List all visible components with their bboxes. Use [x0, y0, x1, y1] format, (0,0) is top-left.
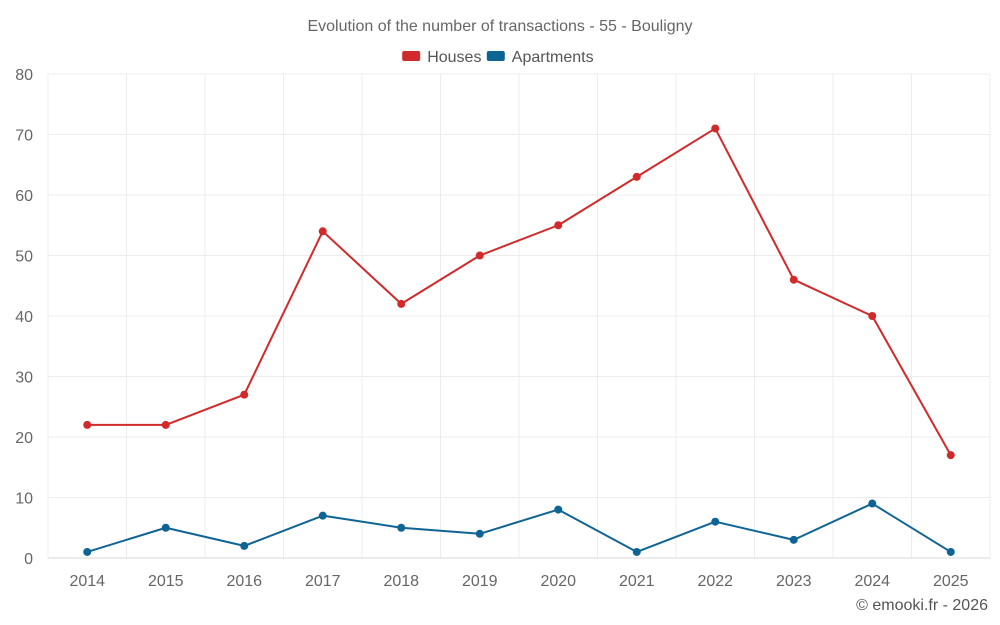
legend-item-apartments[interactable]: Apartments [486, 49, 594, 66]
x-tick-label: 2024 [854, 573, 890, 590]
houses-point[interactable] [397, 299, 406, 308]
houses-point[interactable] [946, 451, 955, 460]
apartments-point[interactable] [161, 523, 170, 532]
y-tick-label: 30 [15, 370, 33, 387]
x-axis: 2014 2015 2016 2017 2018 2019 2020 2021 2022 2023… [48, 557, 990, 590]
chart-grid [47, 73, 991, 558]
chart-title: Evolution of the number of transactions … [307, 18, 692, 35]
series-apartments [83, 499, 955, 556]
houses-point[interactable] [161, 420, 170, 429]
legend-swatch [486, 51, 505, 61]
houses-line [86, 127, 952, 457]
legend-swatch [402, 51, 421, 61]
legend-label: Houses [427, 49, 481, 66]
series-houses [83, 124, 955, 460]
y-tick-label: 0 [24, 551, 33, 568]
houses-point[interactable] [554, 221, 563, 230]
houses-point[interactable] [789, 275, 798, 284]
x-tick-label: 2025 [933, 573, 969, 590]
y-tick-label: 50 [15, 249, 33, 266]
y-tick-label: 40 [15, 309, 33, 326]
x-tick-label: 2015 [148, 573, 184, 590]
legend-item-houses[interactable]: Houses [402, 49, 481, 66]
apartments-point[interactable] [632, 547, 641, 556]
y-axis: 0 10 20 30 40 50 60 70 80 [15, 67, 33, 568]
apartments-point[interactable] [318, 511, 327, 520]
chart-credit: © emooki.fr - 2026 [856, 597, 988, 614]
apartments-point[interactable] [397, 523, 406, 532]
x-tick-label: 2018 [383, 573, 419, 590]
apartments-point[interactable] [789, 535, 798, 544]
x-tick-label: 2022 [697, 573, 733, 590]
houses-point[interactable] [632, 172, 641, 181]
y-tick-label: 80 [15, 67, 33, 84]
apartments-point[interactable] [83, 547, 92, 556]
houses-point[interactable] [868, 312, 877, 320]
houses-point[interactable] [475, 251, 484, 260]
apartments-point[interactable] [868, 499, 877, 508]
x-tick-label: 2017 [305, 573, 341, 590]
houses-point[interactable] [318, 227, 327, 236]
houses-point[interactable] [240, 390, 249, 399]
x-tick-label: 2016 [226, 573, 262, 590]
apartments-point[interactable] [240, 541, 249, 550]
x-tick-label: 2019 [462, 573, 498, 590]
legend-label: Apartments [512, 49, 594, 66]
x-tick-label: 2020 [540, 573, 576, 590]
y-tick-label: 20 [15, 430, 33, 447]
y-tick-label: 10 [15, 491, 33, 508]
apartments-point[interactable] [475, 529, 484, 538]
apartments-point[interactable] [946, 547, 955, 556]
houses-point[interactable] [83, 420, 92, 429]
chart-series [83, 124, 955, 556]
x-tick-label: 2014 [69, 573, 105, 590]
y-tick-label: 70 [15, 128, 33, 145]
x-tick-label: 2023 [776, 573, 812, 590]
apartments-point[interactable] [711, 517, 720, 526]
apartments-point[interactable] [554, 505, 563, 514]
chart-legend[interactable]: Houses Apartments [402, 49, 594, 66]
x-tick-label: 2021 [619, 573, 655, 590]
y-tick-label: 60 [15, 188, 33, 205]
apartments-line [86, 502, 952, 553]
houses-point[interactable] [711, 124, 720, 133]
